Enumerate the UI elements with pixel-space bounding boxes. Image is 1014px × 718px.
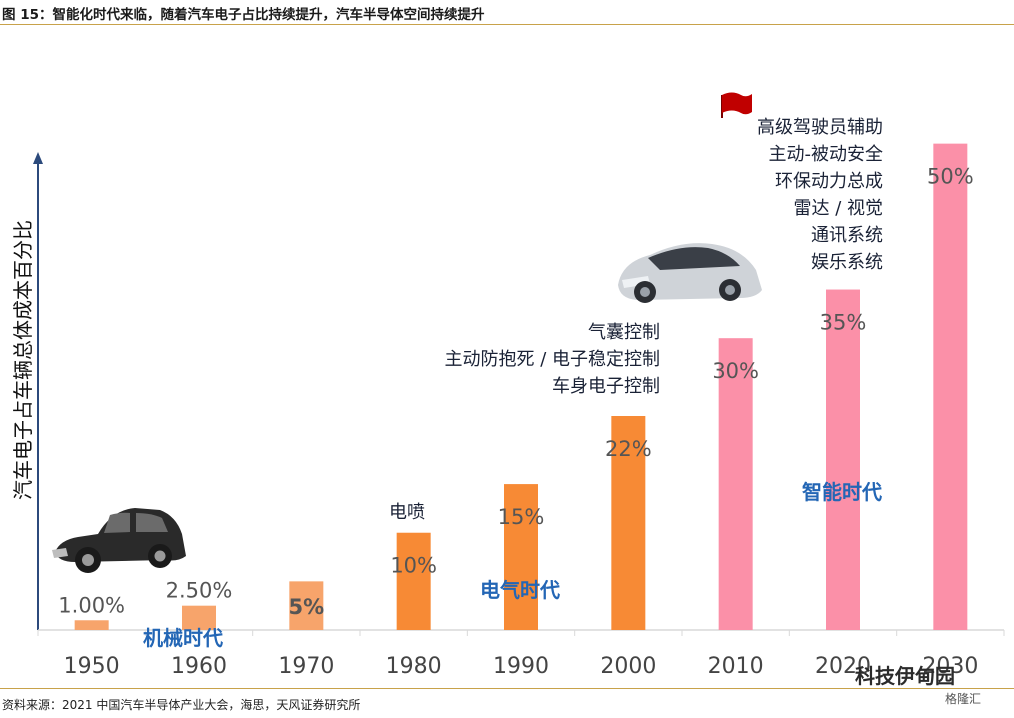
- bar-chart: 汽车电子占车辆总体成本百分比 1950 1960 1970 1980 1990 2000 2…: [11, 92, 1005, 679]
- bar-1980: [396, 532, 431, 630]
- x-tick-label-2000: 2000: [600, 654, 656, 679]
- annotation-line: 娱乐系统: [811, 252, 883, 273]
- annotation-fuel-injection: 电喷: [389, 502, 425, 523]
- bar-1960: [182, 605, 216, 630]
- red-flag-icon: [721, 92, 752, 118]
- value-label-2010: 30%: [712, 359, 759, 383]
- value-label-2020: 35%: [820, 311, 867, 335]
- annotation-line: 高级驾驶员辅助: [757, 117, 883, 138]
- value-label-2000: 22%: [605, 437, 652, 461]
- bar-1990: [504, 484, 538, 630]
- annotation-line: 雷达 / 视觉: [793, 198, 883, 219]
- bar-2010: [718, 338, 753, 630]
- value-label-1950: 1.00%: [58, 593, 125, 617]
- x-tick-label-1960: 1960: [171, 654, 227, 679]
- annotation-line: 车身电子控制: [552, 376, 660, 397]
- watermark-main: 科技伊甸园: [855, 664, 955, 688]
- era-mechanical-label: 机械时代: [143, 626, 223, 650]
- annotation-line: 气囊控制: [588, 322, 660, 343]
- x-tick-label-2030: 2030: [922, 654, 978, 679]
- title-bar: 图 15：智能化时代来临，随着汽车电子占比持续提升，汽车半导体空间持续提升: [0, 0, 1014, 25]
- x-tick-label-2010: 2010: [708, 654, 764, 679]
- bar-1970: [289, 581, 324, 630]
- annotation-smart-features: 高级驾驶员辅助 主动-被动安全 环保动力总成 雷达 / 视觉 通讯系统 娱乐系统: [757, 117, 883, 273]
- y-axis-arrow-icon: [33, 152, 43, 164]
- y-axis-label: 汽车电子占车辆总体成本百分比: [11, 220, 35, 500]
- value-label-1960: 2.50%: [166, 579, 233, 603]
- era-smart-label: 智能时代: [802, 480, 882, 504]
- vintage-car-icon: [52, 508, 186, 573]
- value-label-1990: 15%: [498, 505, 545, 529]
- annotation-line: 主动防抱死 / 电子稳定控制: [444, 349, 660, 370]
- era-electric-label: 电气时代: [480, 578, 560, 602]
- bar-1950: [74, 620, 109, 630]
- bar-2020: [826, 289, 860, 630]
- page-title: 图 15：智能化时代来临，随着汽车电子占比持续提升，汽车半导体空间持续提升: [2, 7, 485, 23]
- value-label-1970: 5%: [289, 595, 325, 619]
- source-bar: 资料来源：2021 中国汽车半导体产业大会，海思，天风证券研究所: [0, 688, 1014, 718]
- annotation-line: 环保动力总成: [775, 171, 883, 192]
- value-label-2030: 50%: [927, 165, 974, 189]
- modern-car-icon: [618, 243, 762, 303]
- bar-2030: [933, 143, 968, 631]
- annotation-electric-features: 气囊控制 主动防抱死 / 电子稳定控制 车身电子控制: [444, 322, 660, 397]
- x-tick-label-1980: 1980: [386, 654, 442, 679]
- watermark-sub: 格隆汇: [945, 692, 982, 706]
- value-label-1980: 10%: [390, 554, 437, 578]
- annotation-line: 通讯系统: [811, 225, 883, 246]
- x-tick-label-2020: 2020: [815, 654, 871, 679]
- annotation-line: 主动-被动安全: [769, 144, 884, 165]
- bar-2000: [611, 416, 646, 630]
- source-note: 资料来源：2021 中国汽车半导体产业大会，海思，天风证券研究所: [2, 698, 361, 712]
- x-tick-label-1990: 1990: [493, 654, 549, 679]
- x-tick-label-1970: 1970: [278, 654, 334, 679]
- x-tick-label-1950: 1950: [64, 654, 120, 679]
